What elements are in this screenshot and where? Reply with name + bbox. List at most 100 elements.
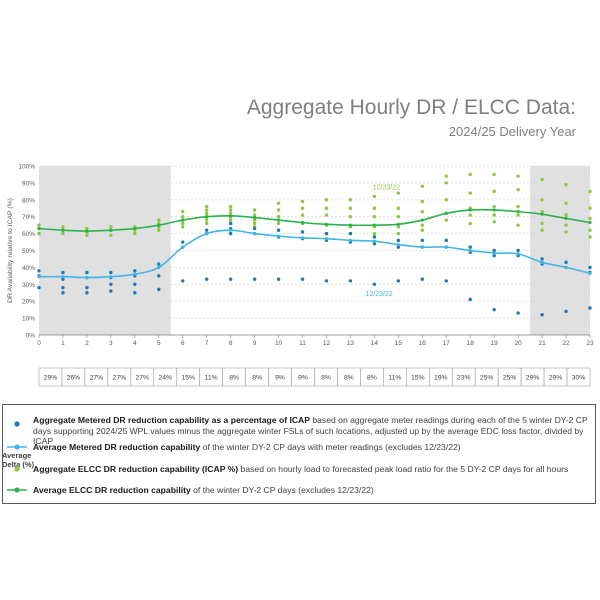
delta-cell	[566, 367, 591, 387]
metered-point	[348, 279, 353, 283]
elcc-point	[181, 225, 185, 229]
x-tick-label: 0	[37, 340, 41, 347]
x-tick-label: 18	[467, 340, 475, 347]
x-tick-label: 9	[253, 340, 257, 347]
x-tick-label: 3	[109, 340, 113, 347]
elcc-point	[420, 184, 425, 188]
elcc-point	[444, 174, 448, 178]
metered-point	[276, 277, 281, 281]
legend-text: based on aggregate meter readings during…	[33, 415, 588, 446]
metered-point	[372, 242, 377, 246]
metered-average-point	[444, 245, 448, 249]
x-tick-label: 21	[538, 340, 546, 347]
x-tick-label: 11	[299, 340, 306, 347]
metered-point	[564, 309, 568, 314]
delta-value: 15%	[181, 375, 195, 382]
elcc-point	[516, 204, 520, 209]
x-tick-label: 22	[562, 340, 570, 347]
metered-average-point	[420, 245, 424, 249]
metered-average-point	[205, 232, 209, 236]
elcc-point	[516, 213, 520, 217]
metered-point	[252, 277, 257, 281]
metered-point	[157, 262, 161, 266]
elcc-point	[588, 228, 592, 232]
elcc-point	[37, 231, 41, 236]
annotation-label: 12/23/22	[366, 291, 393, 298]
elcc-point	[348, 206, 353, 210]
metered-average-point	[300, 236, 305, 240]
metered-average-point	[61, 275, 65, 279]
metered-point	[540, 257, 544, 261]
elcc-point	[420, 223, 425, 227]
elcc-point	[492, 189, 496, 194]
metered-point	[228, 231, 233, 236]
metered-average-point	[372, 239, 376, 243]
metered-average-point	[181, 245, 185, 249]
elcc-point	[300, 199, 305, 204]
elcc-point	[85, 233, 89, 237]
metered-point	[109, 270, 113, 275]
metered-point	[540, 313, 544, 317]
elcc-average-point	[420, 218, 424, 222]
metered-point	[133, 282, 137, 286]
x-tick-label: 8	[229, 340, 233, 347]
elcc-point	[181, 209, 185, 214]
elcc-point	[420, 199, 425, 204]
metered-point	[300, 277, 305, 281]
elcc-average-line	[38, 208, 591, 232]
elcc-point	[420, 228, 425, 232]
metered-point	[228, 221, 233, 226]
elcc-point	[540, 198, 544, 202]
metered-point	[181, 279, 185, 283]
elcc-point	[61, 231, 65, 236]
delta-value: 11%	[388, 375, 401, 382]
metered-average-point	[396, 242, 400, 247]
elcc-point	[540, 228, 544, 232]
elcc-point	[276, 221, 281, 226]
elcc-point	[300, 206, 305, 210]
elcc-point	[348, 198, 353, 202]
metered-point	[396, 238, 401, 243]
delta-value: 8%	[252, 375, 262, 382]
elcc-average-point	[396, 222, 400, 226]
y-tick-label: 30%	[22, 282, 35, 289]
delta-value: 27%	[113, 375, 127, 382]
elcc-point	[540, 177, 544, 182]
delta-value: 29%	[549, 375, 563, 382]
metered-point	[492, 248, 496, 253]
metered-dot-icon	[14, 421, 20, 427]
delta-value: 25%	[503, 375, 517, 382]
metered-average-point	[492, 251, 496, 255]
delta-value: 27%	[90, 375, 104, 382]
annotation-label: 12/23/22	[373, 185, 400, 192]
elcc-point	[204, 208, 209, 212]
metered-point	[324, 231, 329, 236]
delta-value: 30%	[572, 375, 586, 382]
metered-average-point	[468, 248, 472, 253]
metered-point	[252, 226, 257, 231]
metered-point	[85, 270, 89, 275]
elcc-point	[588, 235, 592, 239]
elcc-point	[348, 215, 353, 219]
elcc-point	[372, 194, 377, 199]
elcc-point	[468, 221, 472, 226]
elcc-point	[228, 218, 233, 222]
metered-point	[492, 307, 496, 312]
delta-value: 25%	[480, 375, 494, 382]
elcc-average-point	[276, 218, 281, 222]
elcc-point	[492, 220, 496, 224]
elcc-point	[444, 218, 448, 222]
elcc-point	[396, 231, 401, 236]
metered-point	[133, 269, 137, 273]
metered-point	[324, 279, 329, 283]
x-tick-label: 7	[205, 340, 209, 347]
elcc-point	[228, 211, 233, 216]
elcc-point	[324, 213, 329, 217]
x-tick-label: 1	[61, 340, 65, 347]
metered-point	[588, 306, 592, 310]
metered-point	[276, 228, 281, 232]
elcc-point	[37, 223, 41, 227]
elcc-point	[204, 221, 209, 226]
elcc-point	[85, 226, 89, 231]
average-delta-label: Average Delta (%)	[2, 451, 35, 469]
